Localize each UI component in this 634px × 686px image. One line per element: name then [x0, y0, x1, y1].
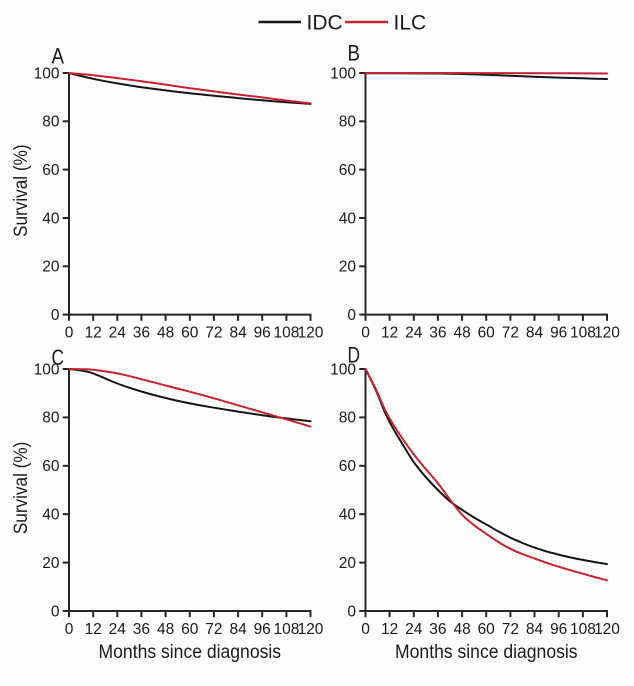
svg-text:84: 84: [229, 621, 247, 638]
svg-text:12: 12: [381, 325, 398, 342]
svg-text:100: 100: [330, 361, 356, 378]
svg-text:96: 96: [254, 325, 271, 342]
svg-text:24: 24: [109, 621, 127, 638]
svg-text:B: B: [348, 41, 361, 66]
svg-text:Months since diagnosis: Months since diagnosis: [395, 642, 578, 663]
svg-text:40: 40: [42, 507, 60, 524]
svg-text:ILC: ILC: [394, 12, 427, 35]
svg-text:0: 0: [361, 325, 370, 342]
svg-text:24: 24: [109, 325, 127, 342]
svg-text:0: 0: [347, 307, 356, 324]
svg-text:IDC: IDC: [307, 12, 343, 35]
svg-text:0: 0: [347, 603, 356, 620]
svg-text:20: 20: [339, 555, 357, 572]
svg-text:48: 48: [157, 621, 174, 638]
svg-text:120: 120: [298, 621, 324, 638]
svg-text:108: 108: [273, 325, 299, 342]
svg-text:80: 80: [339, 410, 357, 427]
svg-text:48: 48: [453, 325, 470, 342]
svg-text:40: 40: [339, 507, 357, 524]
svg-text:C: C: [52, 345, 65, 370]
svg-text:96: 96: [550, 325, 567, 342]
svg-text:12: 12: [85, 325, 102, 342]
svg-text:36: 36: [133, 325, 150, 342]
svg-text:120: 120: [298, 325, 324, 342]
svg-text:24: 24: [405, 325, 423, 342]
svg-text:Survival (%): Survival (%): [11, 144, 32, 237]
svg-text:72: 72: [205, 325, 222, 342]
svg-text:100: 100: [34, 65, 60, 82]
svg-text:12: 12: [381, 621, 398, 638]
svg-text:120: 120: [594, 621, 620, 638]
svg-text:0: 0: [361, 621, 370, 638]
svg-text:60: 60: [181, 325, 199, 342]
svg-text:80: 80: [339, 114, 357, 131]
svg-text:80: 80: [42, 410, 60, 427]
svg-text:100: 100: [34, 361, 60, 378]
svg-text:72: 72: [502, 325, 519, 342]
svg-text:100: 100: [330, 65, 356, 82]
svg-text:60: 60: [339, 458, 357, 475]
svg-text:60: 60: [42, 162, 60, 179]
svg-text:72: 72: [502, 621, 519, 638]
svg-text:0: 0: [65, 621, 74, 638]
svg-text:40: 40: [339, 210, 357, 227]
svg-text:12: 12: [85, 621, 102, 638]
svg-text:60: 60: [478, 325, 496, 342]
svg-text:60: 60: [181, 621, 199, 638]
svg-text:72: 72: [205, 621, 222, 638]
svg-text:108: 108: [570, 621, 596, 638]
svg-text:36: 36: [429, 621, 446, 638]
svg-text:84: 84: [526, 325, 544, 342]
svg-text:84: 84: [526, 621, 544, 638]
svg-text:40: 40: [42, 210, 60, 227]
svg-text:84: 84: [229, 325, 247, 342]
svg-text:60: 60: [478, 621, 496, 638]
svg-text:80: 80: [42, 114, 60, 131]
svg-text:20: 20: [42, 555, 60, 572]
svg-text:48: 48: [453, 621, 470, 638]
svg-text:36: 36: [429, 325, 446, 342]
svg-text:Survival (%): Survival (%): [11, 442, 32, 535]
svg-text:36: 36: [133, 621, 150, 638]
svg-text:108: 108: [570, 325, 596, 342]
svg-text:20: 20: [339, 259, 357, 276]
svg-text:A: A: [52, 43, 65, 68]
svg-text:48: 48: [157, 325, 174, 342]
svg-text:24: 24: [405, 621, 423, 638]
svg-text:Months since diagnosis: Months since diagnosis: [99, 642, 282, 663]
svg-text:96: 96: [254, 621, 271, 638]
svg-text:60: 60: [339, 162, 357, 179]
svg-text:60: 60: [42, 458, 60, 475]
svg-text:120: 120: [594, 325, 620, 342]
svg-text:0: 0: [51, 307, 60, 324]
svg-text:D: D: [348, 343, 361, 368]
svg-text:96: 96: [550, 621, 567, 638]
svg-text:0: 0: [51, 603, 60, 620]
svg-text:108: 108: [273, 621, 299, 638]
svg-text:0: 0: [65, 325, 74, 342]
svg-text:20: 20: [42, 259, 60, 276]
